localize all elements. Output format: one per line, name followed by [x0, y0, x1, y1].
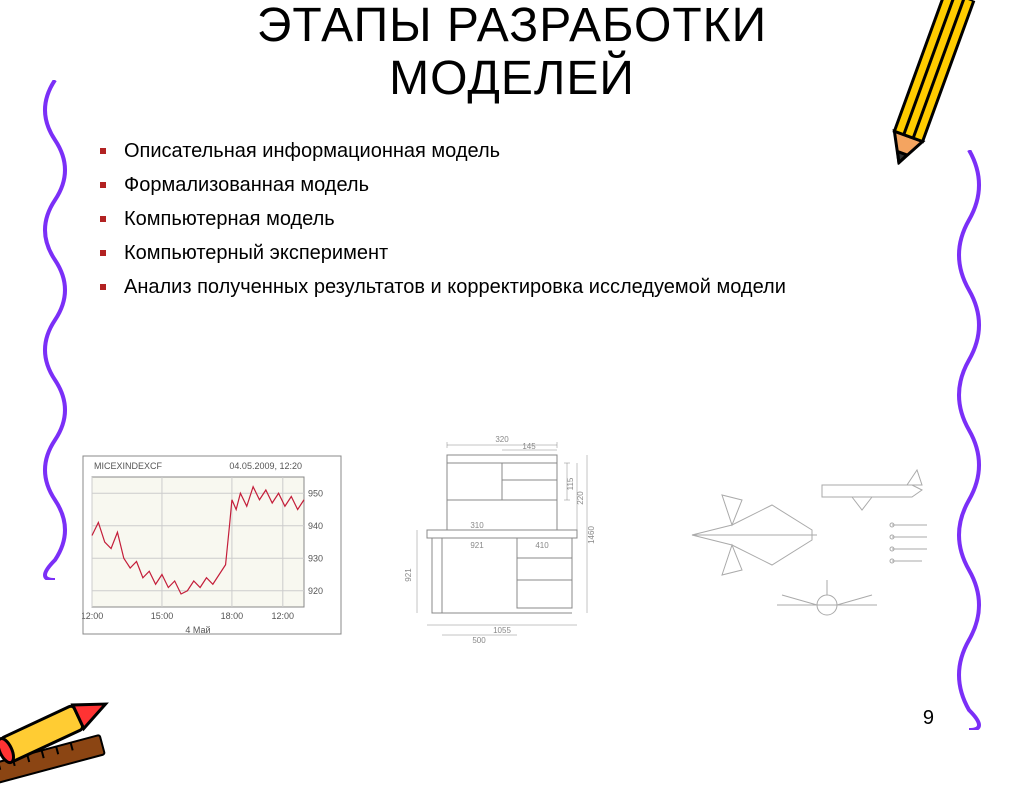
crayon-icon	[0, 681, 129, 804]
list-item: Компьютерная модель	[100, 202, 1024, 236]
svg-text:500: 500	[472, 636, 486, 645]
svg-text:12:00: 12:00	[272, 611, 295, 621]
svg-text:920: 920	[308, 586, 323, 596]
list-item: Компьютерный эксперимент	[100, 236, 1024, 270]
stock-chart: 92093094095012:0015:0018:0012:004 МайMIC…	[82, 455, 342, 635]
squiggle-decor-right	[944, 150, 994, 730]
svg-text:320: 320	[495, 435, 509, 444]
svg-text:115: 115	[566, 477, 575, 490]
svg-text:1055: 1055	[493, 626, 511, 635]
aircraft-drawing	[662, 445, 942, 645]
list-item: Формализованная модель	[100, 168, 1024, 202]
title-line-1: ЭТАПЫ РАЗРАБОТКИ	[257, 0, 767, 52]
svg-text:145: 145	[522, 442, 536, 451]
slide: ЭТАПЫ РАЗРАБОТКИ МОДЕЛЕЙ Описательная ин…	[0, 0, 1024, 768]
svg-text:410: 410	[535, 541, 549, 550]
svg-text:1460: 1460	[587, 526, 596, 544]
svg-text:MICEXINDEXCF: MICEXINDEXCF	[94, 461, 163, 471]
svg-text:220: 220	[576, 491, 585, 505]
title-line-2: МОДЕЛЕЙ	[389, 52, 635, 105]
svg-text:921: 921	[404, 568, 413, 582]
svg-text:04.05.2009, 12:20: 04.05.2009, 12:20	[230, 461, 303, 471]
svg-text:921: 921	[470, 541, 484, 550]
svg-text:950: 950	[308, 488, 323, 498]
page-number: 9	[923, 707, 934, 730]
desk-drawing: 320 145 115220 1460 921 1055 500 310 410 921	[387, 430, 617, 660]
svg-text:12:00: 12:00	[82, 611, 103, 621]
svg-text:18:00: 18:00	[221, 611, 244, 621]
svg-text:15:00: 15:00	[151, 611, 174, 621]
svg-text:930: 930	[308, 553, 323, 563]
svg-text:310: 310	[470, 521, 484, 530]
squiggle-decor-left	[30, 80, 80, 580]
list-item: Анализ полученных результатов и корректи…	[100, 270, 1024, 304]
svg-text:940: 940	[308, 521, 323, 531]
diagrams-row: 92093094095012:0015:0018:0012:004 МайMIC…	[0, 430, 1024, 660]
